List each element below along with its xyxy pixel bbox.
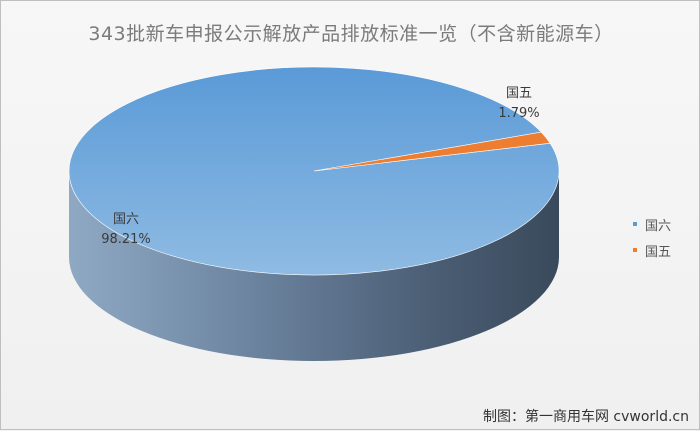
pie-slice-guowu: [313, 131, 551, 172]
legend-item-guoliu: 国六: [633, 211, 671, 237]
data-label-name-guoliu: 国六: [113, 212, 139, 227]
legend-marker-guoliu: [633, 222, 637, 226]
pie-side-wall: [69, 171, 559, 361]
legend: 国六 国五: [633, 211, 671, 263]
data-label-name-guowu: 国五: [506, 86, 532, 101]
legend-label-guowu: 国五: [645, 244, 672, 260]
legend-label-guoliu: 国六: [645, 218, 672, 234]
legend-marker-guowu: [633, 248, 637, 252]
legend-item-guowu: 国五: [633, 237, 671, 263]
data-label-percent-guowu: 1.79%: [498, 106, 539, 121]
chart-title: 343批新车申报公示解放产品排放标准一览（不含新能源车）: [88, 23, 614, 45]
source-credit: 制图：第一商用车网 cvworld.cn: [482, 409, 689, 425]
data-label-percent-guoliu: 98.21%: [101, 232, 151, 247]
